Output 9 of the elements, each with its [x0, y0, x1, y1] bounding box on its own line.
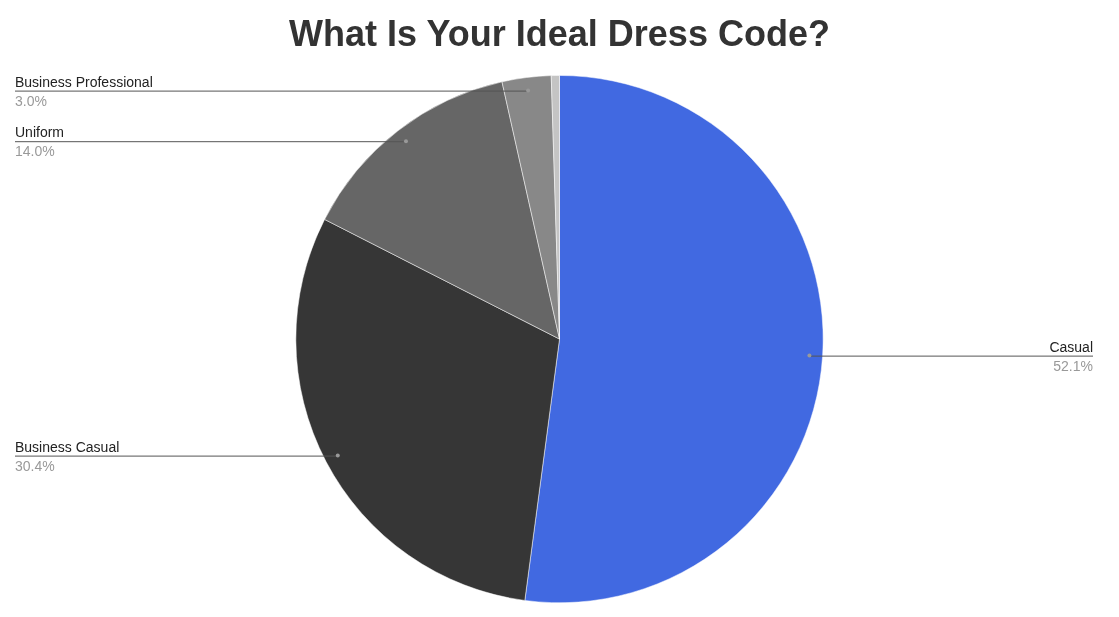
data-label: 30.4%	[15, 457, 55, 474]
data-label: 52.1%	[1053, 357, 1093, 374]
slice-label: Casual	[1049, 338, 1093, 355]
slice-label: Business Casual	[15, 438, 120, 455]
slice-label: Uniform	[15, 124, 65, 141]
data-label: 14.0%	[15, 143, 55, 160]
data-label: 3.0%	[15, 92, 47, 109]
slice-label: Business Professional	[15, 73, 153, 90]
chart-title: What Is Your Ideal Dress Code?	[289, 12, 830, 54]
